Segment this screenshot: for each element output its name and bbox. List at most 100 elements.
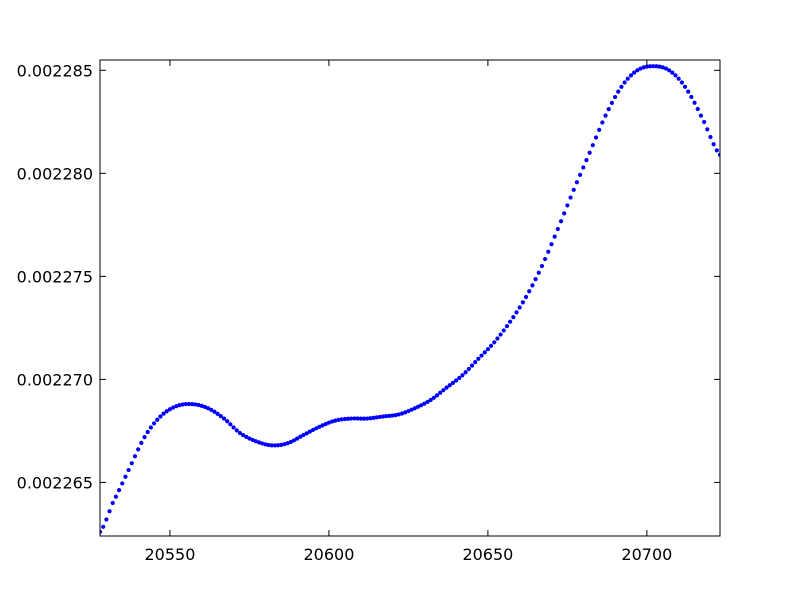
data-point <box>593 135 599 140</box>
data-point <box>384 414 389 419</box>
data-point <box>174 404 179 409</box>
data-point <box>514 310 519 315</box>
data-point <box>708 134 713 140</box>
data-point <box>202 404 208 410</box>
data-point <box>358 416 363 421</box>
data-point <box>638 66 643 71</box>
data-point <box>574 180 580 185</box>
data-point <box>212 409 217 414</box>
data-point <box>186 401 192 407</box>
data-point <box>654 64 659 69</box>
data-point <box>632 70 637 75</box>
data-point <box>215 411 220 416</box>
data-point <box>396 412 401 417</box>
data-point <box>641 65 646 70</box>
data-point <box>555 226 560 232</box>
data-point <box>479 353 484 358</box>
data-point <box>616 89 621 94</box>
data-point <box>164 409 169 414</box>
data-point <box>355 416 360 421</box>
data-point <box>606 107 611 112</box>
data-point <box>345 416 351 421</box>
data-point <box>244 434 249 440</box>
data-point <box>361 416 366 421</box>
y-tick-label: 0.002280 <box>17 164 93 183</box>
data-point <box>578 172 583 177</box>
data-point <box>597 127 602 132</box>
data-point <box>676 76 681 81</box>
data-point <box>126 467 131 473</box>
data-point <box>711 142 716 147</box>
data-point <box>463 370 468 375</box>
data-point <box>282 442 287 447</box>
data-point <box>393 413 398 418</box>
data-point <box>523 294 529 300</box>
data-point <box>352 416 357 421</box>
data-point <box>558 219 564 224</box>
data-point <box>151 421 157 426</box>
data-point <box>670 70 675 75</box>
data-point <box>132 454 138 459</box>
data-point <box>543 256 548 262</box>
data-point <box>139 440 144 445</box>
data-point <box>171 405 176 410</box>
data-point <box>473 360 478 365</box>
data-point <box>225 419 230 424</box>
data-point <box>444 385 449 390</box>
data-point <box>304 431 309 436</box>
data-point <box>498 332 503 337</box>
data-point <box>285 441 290 446</box>
data-point <box>450 380 456 385</box>
data-point <box>406 408 411 414</box>
x-tick-label: 20700 <box>621 545 672 564</box>
data-point <box>333 418 338 423</box>
data-point <box>686 89 691 94</box>
data-points <box>100 64 720 534</box>
data-point <box>107 509 112 514</box>
data-point <box>116 488 122 493</box>
data-point <box>307 429 312 434</box>
data-point <box>619 84 624 89</box>
data-point <box>295 436 300 441</box>
data-point <box>590 143 595 148</box>
data-point <box>660 65 665 70</box>
data-point <box>717 152 720 157</box>
data-point <box>517 305 522 310</box>
data-point <box>142 434 147 440</box>
data-point <box>380 414 386 419</box>
y-tick-label: 0.002265 <box>17 473 93 492</box>
data-point <box>272 443 277 448</box>
data-point <box>702 119 707 125</box>
x-tick-label: 20600 <box>303 545 354 564</box>
data-point <box>412 406 417 411</box>
data-point <box>562 211 567 216</box>
data-point <box>104 517 109 522</box>
data-point <box>488 343 494 348</box>
data-point <box>218 414 223 419</box>
data-point <box>247 436 252 441</box>
data-point <box>113 494 118 499</box>
data-point <box>228 422 233 427</box>
data-point <box>193 402 198 407</box>
data-point <box>457 375 462 381</box>
data-point <box>527 289 532 294</box>
data-point <box>447 383 452 388</box>
data-point <box>469 363 475 368</box>
data-point <box>399 411 405 416</box>
x-tick-label: 20550 <box>144 545 195 564</box>
data-point <box>301 432 306 438</box>
data-point <box>651 64 656 69</box>
data-point <box>485 347 490 352</box>
x-axis: 20550 20600 20650 20700 <box>144 60 672 564</box>
data-point <box>714 148 719 153</box>
data-point <box>536 270 541 275</box>
data-point <box>584 158 589 163</box>
data-point <box>237 430 242 436</box>
data-point <box>511 315 516 320</box>
data-point <box>546 249 551 254</box>
data-point <box>625 76 630 81</box>
data-point <box>177 403 182 408</box>
data-point <box>647 64 653 69</box>
data-point <box>492 340 497 345</box>
data-point <box>600 120 605 125</box>
